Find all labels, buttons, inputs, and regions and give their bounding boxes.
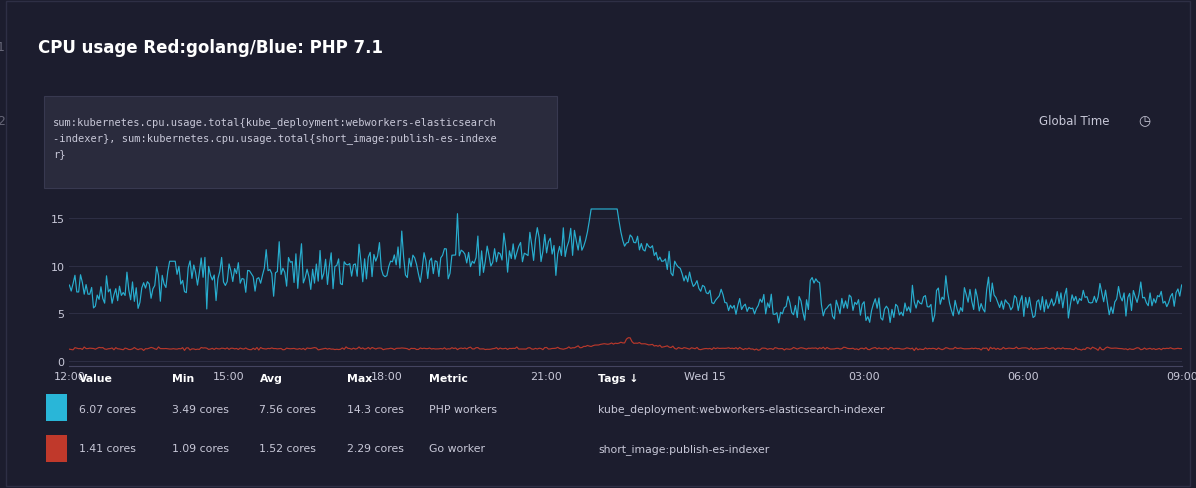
Text: kube_deployment:webworkers-elasticsearch-indexer: kube_deployment:webworkers-elasticsearch… [598,404,885,414]
Text: Value: Value [79,373,112,383]
Bar [43,97,557,189]
Text: ◷: ◷ [1139,114,1151,128]
Text: Global Time: Global Time [1039,115,1110,127]
Text: 2.29 cores: 2.29 cores [347,444,404,453]
Text: short_image:publish-es-indexer: short_image:publish-es-indexer [598,443,769,454]
Text: 2: 2 [0,115,5,127]
Text: Min: Min [172,373,194,383]
Text: 1: 1 [0,41,5,54]
Text: 14.3 cores: 14.3 cores [347,404,404,414]
Text: Metric: Metric [428,373,468,383]
Text: Tags ↓: Tags ↓ [598,373,639,383]
Text: Max: Max [347,373,372,383]
Text: PHP workers: PHP workers [428,404,496,414]
Text: sum:kubernetes.cpu.usage.total{kube_deployment:webworkers-elasticsearch
-indexer: sum:kubernetes.cpu.usage.total{kube_depl… [53,117,496,159]
Text: CPU usage Red:golang/Blue: PHP 7.1: CPU usage Red:golang/Blue: PHP 7.1 [38,39,383,57]
Text: 1.09 cores: 1.09 cores [172,444,228,453]
Text: 3.49 cores: 3.49 cores [172,404,228,414]
Text: Go worker: Go worker [428,444,484,453]
Bar [45,435,67,462]
Text: Avg: Avg [260,373,282,383]
Text: 7.56 cores: 7.56 cores [260,404,317,414]
Bar [45,395,67,421]
Text: 1.41 cores: 1.41 cores [79,444,135,453]
Text: 1.52 cores: 1.52 cores [260,444,317,453]
Text: 6.07 cores: 6.07 cores [79,404,135,414]
